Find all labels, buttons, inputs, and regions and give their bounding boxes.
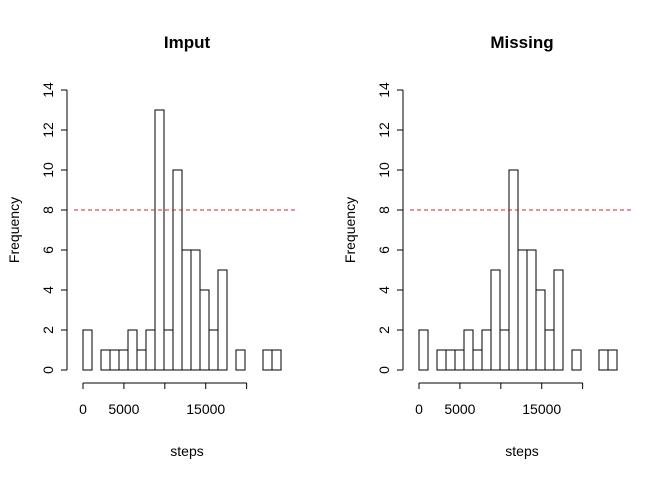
y-tick-label: 14 <box>40 82 56 98</box>
y-axis-label: Frequency <box>6 197 22 263</box>
chart-title: Missing <box>490 33 553 52</box>
bar <box>517 249 528 371</box>
bar <box>109 349 120 371</box>
bar <box>172 169 183 371</box>
bar <box>445 349 456 371</box>
y-tick-label: 8 <box>376 206 392 214</box>
y-axis-label: Frequency <box>342 197 358 263</box>
y-tick-label: 2 <box>376 326 392 334</box>
panel-imput: Imput steps Frequency 0 2 4 6 8 10 12 14 0 5000 1… <box>6 33 298 459</box>
y-tick-label: 12 <box>376 122 392 138</box>
bar <box>526 249 537 371</box>
bar <box>199 289 210 371</box>
y-tick-label: 12 <box>40 122 56 138</box>
x-tick-label: 5000 <box>444 401 475 417</box>
bar <box>436 349 447 371</box>
y-tick-label: 4 <box>40 286 56 294</box>
bar <box>100 349 111 371</box>
bar <box>454 349 465 371</box>
y-tick-label: 4 <box>376 286 392 294</box>
bar <box>508 169 519 371</box>
bar <box>472 349 483 371</box>
y-tick-label: 10 <box>376 162 392 178</box>
bar <box>499 329 510 371</box>
bar <box>481 329 492 371</box>
bar <box>181 249 192 371</box>
bar <box>127 329 138 371</box>
bar <box>163 329 174 371</box>
y-axis: 0 2 4 6 8 10 12 14 <box>40 82 68 374</box>
bar <box>490 269 501 371</box>
bar <box>136 349 147 371</box>
x-tick-label: 0 <box>415 401 423 417</box>
y-tick-label: 14 <box>376 82 392 98</box>
bar <box>217 269 228 371</box>
bar <box>535 289 546 371</box>
bars <box>82 109 282 371</box>
bar <box>190 249 201 371</box>
x-axis-label: steps <box>170 443 203 459</box>
y-tick-label: 8 <box>40 206 56 214</box>
bar <box>544 329 555 371</box>
bar <box>82 329 93 371</box>
bar <box>154 109 165 371</box>
panel-missing: Missing steps Frequency 0 2 4 6 8 10 12 14 0 500… <box>342 33 634 459</box>
bar <box>607 349 618 371</box>
bar <box>235 349 246 371</box>
x-axis-label: steps <box>505 443 538 459</box>
y-axis: 0 2 4 6 8 10 12 14 <box>376 82 404 374</box>
bar <box>598 349 609 371</box>
bar <box>208 329 219 371</box>
x-axis: 0 5000 15000 <box>415 382 584 417</box>
chart-title: Imput <box>164 33 211 52</box>
bar <box>271 349 282 371</box>
y-tick-label: 6 <box>376 246 392 254</box>
bar <box>262 349 273 371</box>
bars <box>418 169 618 371</box>
x-tick-label: 15000 <box>522 401 561 417</box>
x-tick-label: 5000 <box>108 401 139 417</box>
y-tick-label: 10 <box>40 162 56 178</box>
y-tick-label: 0 <box>40 366 56 374</box>
bar <box>571 349 582 371</box>
y-tick-label: 0 <box>376 366 392 374</box>
x-tick-label: 15000 <box>186 401 225 417</box>
bar <box>145 329 156 371</box>
y-tick-label: 2 <box>40 326 56 334</box>
bar <box>553 269 564 371</box>
bar <box>463 329 474 371</box>
x-axis: 0 5000 15000 <box>79 382 248 417</box>
bar <box>118 349 129 371</box>
bar <box>418 329 429 371</box>
y-tick-label: 6 <box>40 246 56 254</box>
x-tick-label: 0 <box>79 401 87 417</box>
